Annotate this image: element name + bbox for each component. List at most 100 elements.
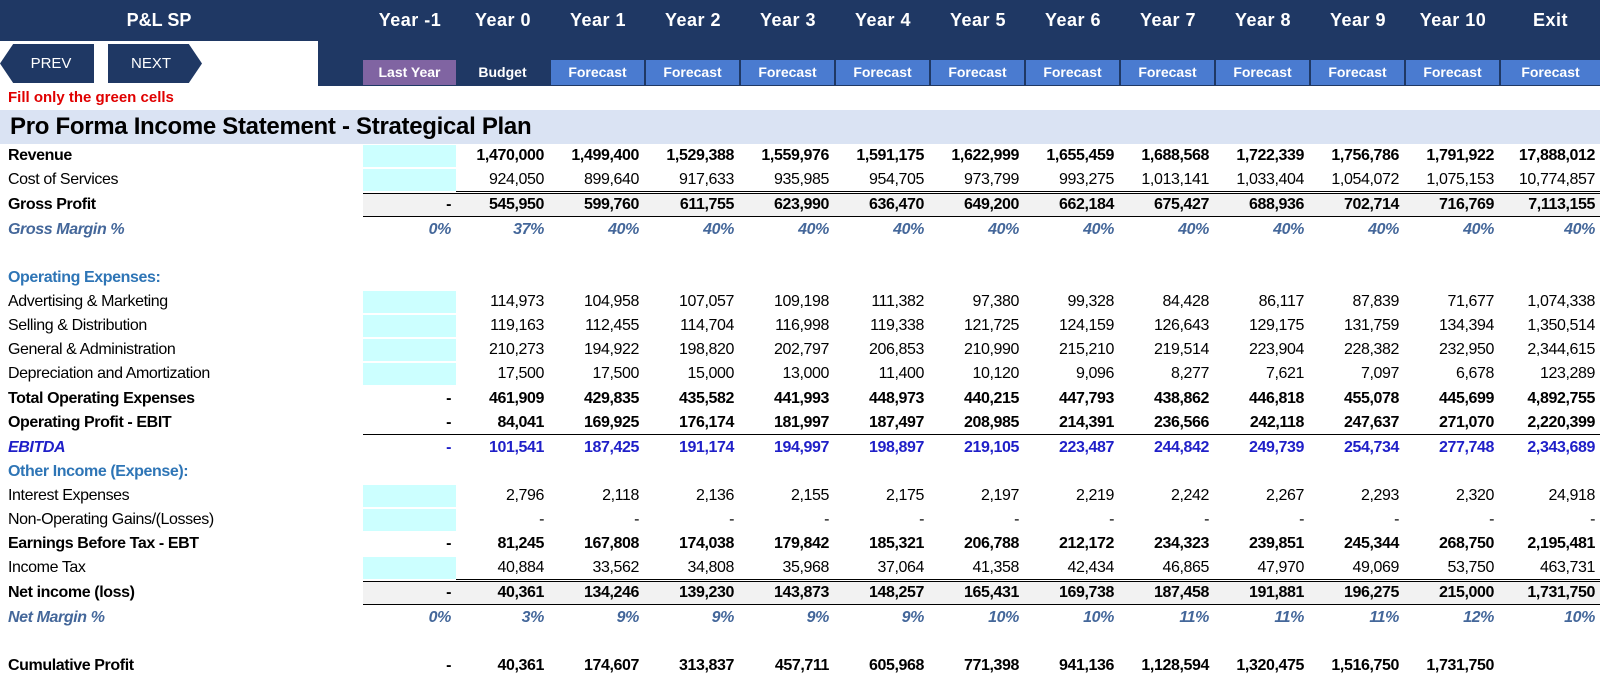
row-divider — [363, 434, 1600, 435]
value-cell: 268,750 — [1438, 535, 1494, 552]
input-cell[interactable] — [363, 291, 456, 313]
value-cell: 10,774,857 — [1518, 171, 1595, 188]
scenario-header: Forecast — [836, 60, 929, 85]
input-cell[interactable] — [363, 509, 456, 531]
value-cell: 448,973 — [868, 390, 924, 407]
value-cell: 86,117 — [1258, 293, 1305, 310]
table-row: EBITDA - 101,541 187,425 191,174 194,997 198,8… — [0, 436, 1600, 460]
value-cell: 47,970 — [1257, 559, 1304, 576]
value-cell: 1,033,404 — [1236, 171, 1304, 188]
input-cell[interactable] — [363, 557, 456, 579]
value-cell: 455,078 — [1343, 390, 1399, 407]
value-cell: 119,163 — [490, 317, 544, 334]
title-band — [0, 110, 1600, 144]
table-row: Other Income (Expense): — [0, 460, 1600, 484]
prev-button[interactable]: PREV — [0, 44, 94, 83]
table-row: Earnings Before Tax - EBT - 81,245 167,808 1… — [0, 532, 1600, 556]
scenario-header: Forecast — [551, 60, 644, 85]
year-header: Year 1 — [569, 10, 627, 30]
value-cell: 194,922 — [583, 341, 639, 358]
table-row: Income Tax 40,884 33,562 34,808 35,968 37,064… — [0, 556, 1600, 580]
value-cell: 1,655,459 — [1046, 147, 1114, 164]
row-label: Operating Profit - EBIT — [8, 414, 172, 431]
input-cell[interactable] — [363, 315, 456, 337]
value-cell: 234,323 — [1153, 535, 1209, 552]
value-cell: 17,500 — [592, 365, 639, 382]
input-cell[interactable] — [363, 485, 456, 507]
value-cell: 223,487 — [1058, 439, 1114, 456]
value-cell: 313,837 — [678, 657, 734, 674]
input-cell[interactable] — [363, 339, 456, 361]
value-cell: 196,275 — [1343, 584, 1399, 601]
value-cell: 165,431 — [963, 584, 1019, 601]
value-cell: 2,136 — [695, 487, 734, 504]
value-cell: 208,985 — [963, 414, 1019, 431]
value-cell: 84,041 — [497, 414, 544, 431]
value-cell: 167,808 — [583, 535, 639, 552]
input-cell[interactable] — [363, 363, 456, 385]
value-cell: 899,640 — [583, 171, 639, 188]
value-cell: 11,400 — [878, 365, 925, 382]
value-cell: - — [446, 390, 451, 407]
value-cell: - — [1204, 511, 1209, 528]
value-cell: 40% — [798, 221, 829, 238]
value-cell: 228,382 — [1343, 341, 1399, 358]
value-cell: 116,998 — [775, 317, 829, 334]
value-cell: 40,361 — [497, 584, 544, 601]
value-cell: 11% — [1179, 609, 1209, 626]
value-cell: 2,242 — [1170, 487, 1209, 504]
value-cell: 457,711 — [774, 657, 830, 674]
value-cell: 169,925 — [583, 414, 639, 431]
scenario-header: Forecast — [646, 60, 739, 85]
value-cell: 993,275 — [1058, 171, 1114, 188]
value-cell: 121,725 — [963, 317, 1019, 334]
value-cell: 87,839 — [1352, 293, 1399, 310]
value-cell: 112,455 — [585, 317, 639, 334]
value-cell: - — [446, 414, 451, 431]
value-cell: 12% — [1463, 609, 1494, 626]
header-band — [0, 0, 1600, 41]
value-cell: 245,344 — [1343, 535, 1399, 552]
table-row: Depreciation and Amortization 17,500 17,50… — [0, 362, 1600, 386]
next-button[interactable]: NEXT — [108, 44, 202, 83]
value-cell: 123,289 — [1539, 365, 1595, 382]
value-cell: 254,734 — [1343, 439, 1399, 456]
value-cell: 134,394 — [1438, 317, 1494, 334]
value-cell: 236,566 — [1153, 414, 1209, 431]
value-cell: 191,881 — [1248, 584, 1304, 601]
value-cell: 40% — [893, 221, 924, 238]
value-cell: 179,842 — [773, 535, 829, 552]
value-cell: 545,950 — [488, 196, 544, 213]
input-cell[interactable] — [363, 169, 456, 191]
row-label: Non-Operating Gains/(Losses) — [8, 511, 214, 528]
value-cell: 104,958 — [583, 293, 639, 310]
input-cell[interactable] — [363, 145, 456, 167]
value-cell: 40% — [608, 221, 639, 238]
fill-instruction-note: Fill only the green cells — [8, 89, 174, 106]
value-cell: 935,985 — [773, 171, 829, 188]
value-cell: 17,888,012 — [1518, 147, 1595, 164]
value-cell: 212,172 — [1058, 535, 1114, 552]
value-cell: 37% — [513, 221, 544, 238]
value-cell: 249,739 — [1248, 439, 1304, 456]
value-cell: 463,731 — [1539, 559, 1595, 576]
value-cell: 702,714 — [1343, 196, 1399, 213]
value-cell: 1,013,141 — [1141, 171, 1209, 188]
value-cell: 194,997 — [773, 439, 829, 456]
value-cell: 4,892,755 — [1527, 390, 1595, 407]
value-cell: 10% — [1564, 609, 1595, 626]
value-cell: - — [919, 511, 924, 528]
value-cell: - — [539, 511, 544, 528]
scenario-header: Forecast — [741, 60, 834, 85]
value-cell: - — [1014, 511, 1019, 528]
page-title: Pro Forma Income Statement - Strategical… — [10, 113, 532, 140]
table-row: Cost of Services 924,050 899,640 917,633 935… — [0, 168, 1600, 192]
value-cell: 446,818 — [1248, 390, 1304, 407]
value-cell: 40% — [1463, 221, 1494, 238]
year-header: Exit — [1532, 10, 1568, 30]
value-cell: - — [446, 584, 451, 601]
scenario-header: Forecast — [1216, 60, 1309, 85]
scenario-header: Forecast — [931, 60, 1024, 85]
value-cell: 101,541 — [488, 439, 544, 456]
row-label: Depreciation and Amortization — [8, 365, 210, 382]
